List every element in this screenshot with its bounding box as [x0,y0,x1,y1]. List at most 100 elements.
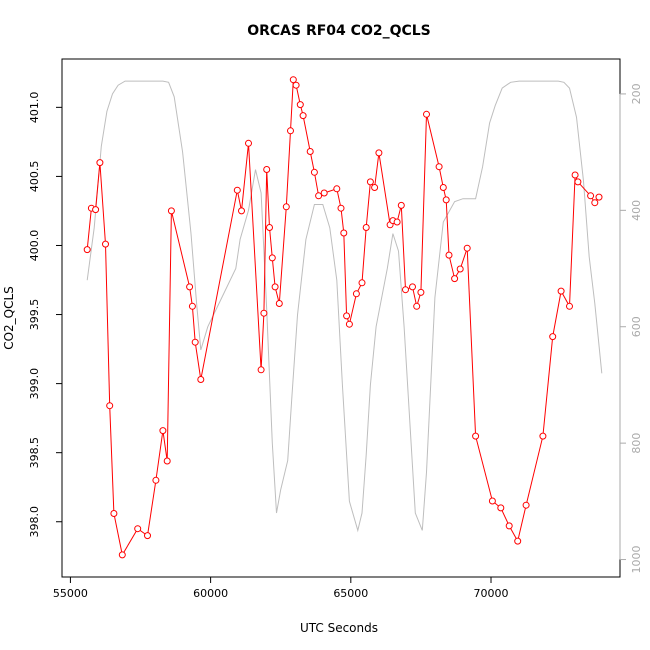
y2-tick-label: 800 [630,433,643,454]
co2-point [320,189,328,197]
co2-point [186,283,194,291]
co2-point [260,309,268,317]
co2-point [402,286,409,294]
co2-point [549,333,557,341]
co2-series [83,76,603,559]
co2-point [315,192,323,200]
co2-point [275,300,283,307]
co2-point [343,312,351,320]
y-axis-label: CO2_QCLS [2,286,16,350]
co2-point [263,166,271,173]
co2-point [191,338,199,346]
co2-point [362,224,370,231]
y-tick-label: 401.0 [28,92,41,124]
co2-point [352,290,360,298]
co2-point [451,275,459,283]
y2-tick-label: 600 [630,316,643,337]
co2-point [366,178,374,186]
co2-point [310,168,318,176]
y2-tick-label: 1000 [630,546,643,574]
x-axis: 55000 60000 65000 70000 [53,576,509,600]
co2-point [257,366,265,374]
co2-point [306,148,314,155]
co2-point [393,218,401,226]
pressure-line [86,80,603,533]
co2-point [591,199,599,207]
co2-point [197,376,205,383]
co2-point [299,112,307,120]
co2-point [271,283,279,291]
co2-point [296,101,304,109]
y-tick-label: 399.0 [28,368,41,400]
co2-point [188,302,196,310]
co2-point [566,302,573,310]
y2-tick-label: 400 [630,200,643,221]
co2-point [371,184,379,191]
co2-point [514,537,522,545]
co2-point [442,196,450,204]
co2-point [233,186,241,194]
co2-point [333,185,341,193]
co2-point [83,246,91,254]
co2-point [539,432,547,440]
co2-point [268,254,276,262]
co2-point [358,279,366,287]
co2-line [86,77,600,557]
co2-point [287,127,294,135]
y2-tick-label: 200 [630,83,643,104]
co2-point [92,206,100,214]
pressure-series [86,80,603,533]
co2-point [488,497,496,505]
co2-point [557,287,565,295]
y-tick-label: 400.5 [28,161,41,193]
co2-point [110,510,118,517]
co2-point [472,432,480,440]
co2-point [345,320,353,328]
co2-point [463,244,471,252]
co2-point [163,457,171,465]
co2-point [167,207,175,215]
co2-point [409,283,416,291]
co2-point [595,193,603,201]
co2-point [445,251,453,259]
x-tick-label: 55000 [53,587,88,600]
co2-point [118,551,126,559]
co2-point [292,81,300,89]
co2-point [266,224,273,231]
x-tick-label: 70000 [474,587,509,600]
co2-point [152,476,160,484]
y-tick-label: 398.0 [28,506,41,538]
y-tick-label: 399.5 [28,299,41,331]
co2-point [289,76,297,84]
co2-point [456,265,464,273]
co2-point [423,110,430,118]
co2-point [96,159,104,167]
co2-point [571,171,579,179]
co2-point [159,427,167,435]
y-tick-label: 400.0 [28,230,41,261]
co2-point [505,522,513,530]
co2-point [522,501,530,509]
y-tick-label: 398.5 [28,437,41,469]
co2-point [574,178,582,186]
co2-point [439,184,447,191]
co2-point [375,149,383,157]
co2-point [337,204,345,212]
co2-point [435,163,443,171]
y2-axis: 200 400 600 800 1000 [619,83,643,574]
x-tick-label: 65000 [333,587,368,600]
x-axis-label: UTC Seconds [300,621,378,635]
x-tick-label: 60000 [193,587,228,600]
co2-point [134,525,142,533]
co2-point [397,201,405,209]
y-axis: 398.0 398.5 399.0 399.5 400.0 400.5 401.0 [28,92,63,538]
co2-point [144,532,151,540]
co2-point [102,240,109,248]
co2-point [106,402,114,410]
co2-point [497,504,505,512]
chart-title: ORCAS RF04 CO2_QCLS [247,23,431,39]
co2-point [238,207,245,215]
co2-point [413,302,421,310]
